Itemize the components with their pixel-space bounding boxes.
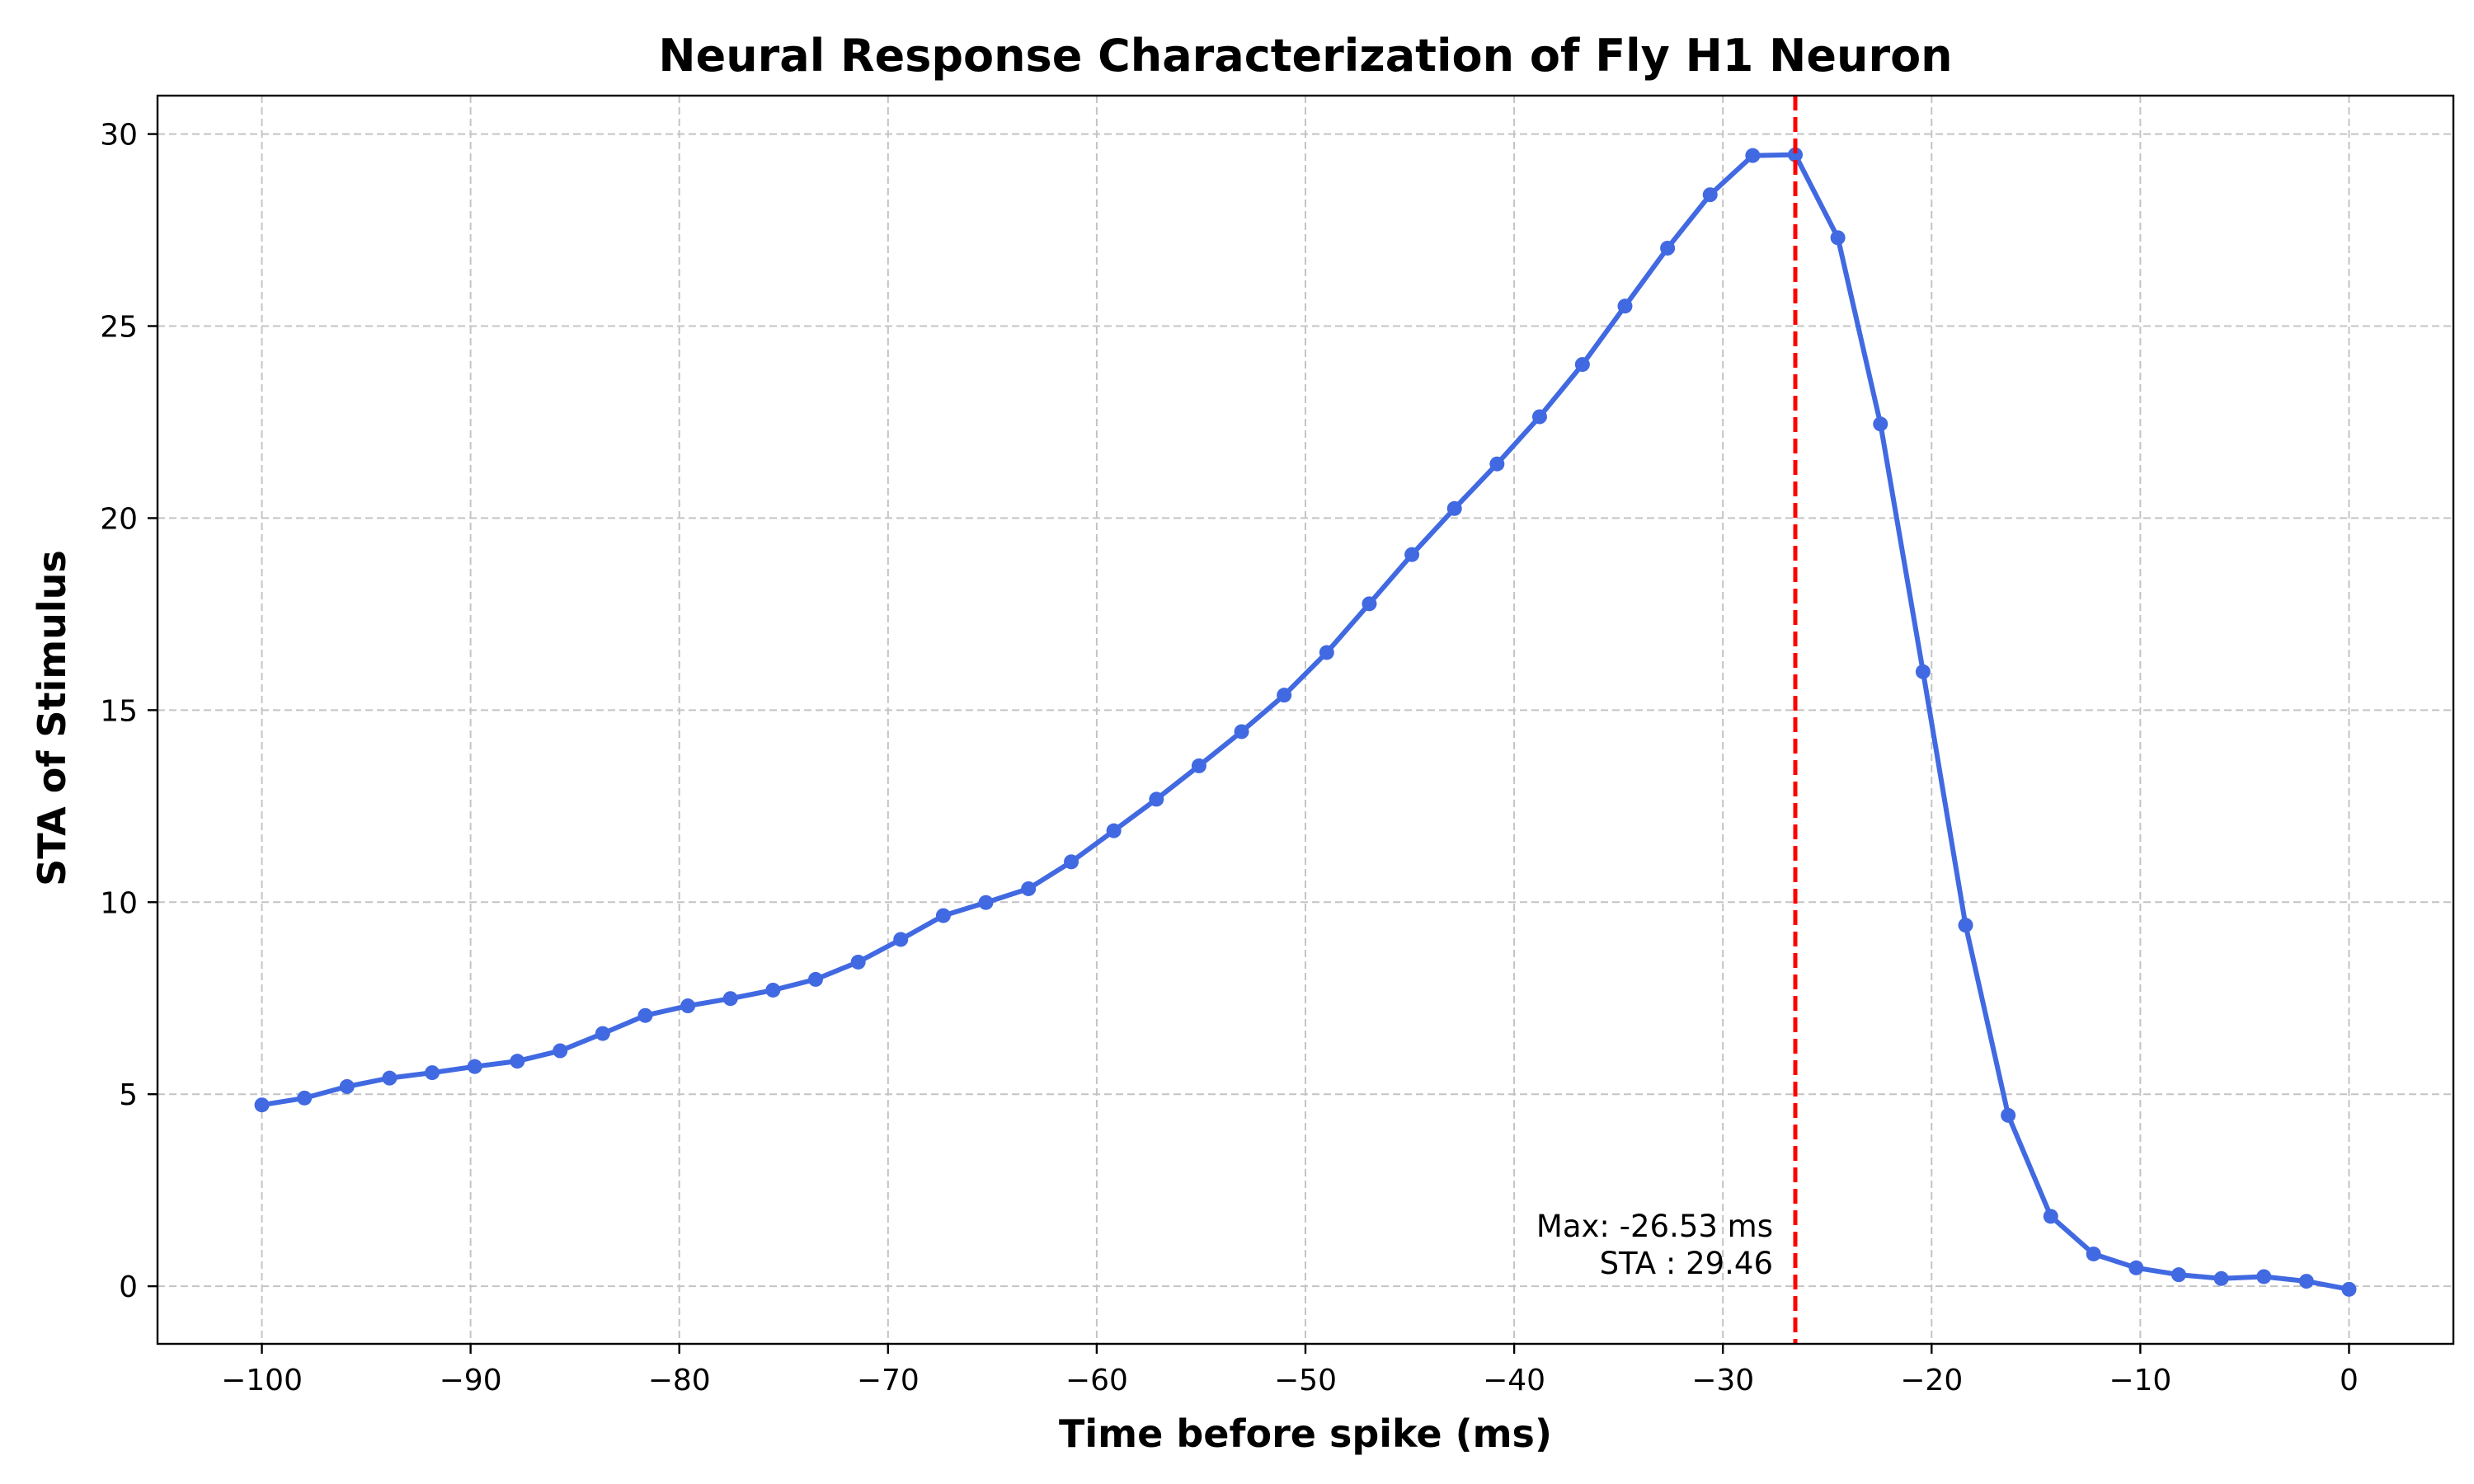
data-point xyxy=(1745,148,1761,163)
data-layer xyxy=(254,147,2357,1297)
x-tick-label: −70 xyxy=(857,1364,920,1397)
x-tick-label: −40 xyxy=(1483,1364,1545,1397)
data-point xyxy=(807,971,823,987)
data-point xyxy=(1958,918,1973,933)
data-point xyxy=(1574,357,1590,373)
data-point xyxy=(1404,547,1420,562)
x-tick-label: −90 xyxy=(440,1364,502,1397)
data-point xyxy=(1873,416,1888,432)
x-tick-label: −60 xyxy=(1065,1364,1128,1397)
data-point xyxy=(2341,1281,2357,1297)
data-point xyxy=(680,998,696,1014)
x-axis-label: Time before spike (ms) xyxy=(1059,1411,1552,1456)
data-point xyxy=(1277,688,1292,703)
x-tick-label: −20 xyxy=(1900,1364,1963,1397)
data-point xyxy=(2298,1274,2314,1289)
data-point xyxy=(2213,1270,2229,1286)
y-tick-label: 30 xyxy=(100,119,138,153)
data-point xyxy=(297,1090,313,1106)
max-annotation-text: STA : 29.46 xyxy=(1600,1246,1773,1281)
chart-title: Neural Response Characterization of Fly … xyxy=(658,30,1952,82)
y-tick-label: 0 xyxy=(119,1270,138,1304)
data-point xyxy=(850,954,866,970)
y-tick-label: 5 xyxy=(119,1078,138,1112)
data-point xyxy=(1788,147,1804,162)
data-point xyxy=(1021,881,1037,896)
x-tick-label: −30 xyxy=(1691,1364,1754,1397)
data-point xyxy=(1362,596,1377,612)
plot-frame xyxy=(156,94,2455,1345)
ticks-layer: −100 −90 −80 −70 −60 −50 −40 −30 −20 −10 005101520… xyxy=(100,119,2359,1397)
data-point xyxy=(2001,1107,2016,1123)
data-point xyxy=(893,932,909,947)
x-tick-label: −50 xyxy=(1274,1364,1337,1397)
data-point xyxy=(1915,664,1931,679)
data-point xyxy=(1234,724,1249,740)
x-tick-label: 0 xyxy=(2340,1364,2359,1397)
y-tick-label: 15 xyxy=(100,694,138,728)
data-point xyxy=(978,895,994,910)
data-point xyxy=(1660,240,1676,256)
max-annotation-text: Max: -26.53 ms xyxy=(1536,1209,1773,1244)
grid-layer xyxy=(158,96,2453,1344)
data-point xyxy=(1106,823,1122,838)
data-point xyxy=(510,1054,525,1069)
data-point xyxy=(382,1070,397,1086)
data-point xyxy=(1191,758,1206,773)
y-tick-label: 10 xyxy=(100,886,138,920)
data-point xyxy=(1149,791,1164,807)
data-point xyxy=(1617,298,1633,314)
data-point xyxy=(595,1026,610,1041)
data-point xyxy=(1489,456,1505,472)
data-point xyxy=(1702,187,1718,203)
data-point xyxy=(2043,1209,2058,1224)
data-point xyxy=(637,1007,653,1023)
y-axis-label: STA of Stimulus xyxy=(30,550,74,886)
data-point xyxy=(2086,1246,2101,1261)
data-point xyxy=(2171,1267,2186,1283)
data-point xyxy=(339,1078,355,1094)
data-point xyxy=(254,1097,270,1113)
x-tick-label: −80 xyxy=(648,1364,711,1397)
data-point xyxy=(1446,500,1462,516)
data-point xyxy=(1830,230,1846,246)
series-line xyxy=(259,152,2352,1292)
x-tick-label: −10 xyxy=(2109,1364,2171,1397)
data-point xyxy=(935,908,951,923)
data-point xyxy=(765,982,781,998)
y-tick-label: 25 xyxy=(100,311,138,345)
data-point xyxy=(2128,1260,2144,1275)
data-point xyxy=(1319,645,1334,660)
data-point xyxy=(467,1059,482,1074)
data-point xyxy=(722,991,738,1007)
data-point xyxy=(553,1043,568,1059)
x-tick-label: −100 xyxy=(221,1364,303,1397)
data-point xyxy=(1064,854,1079,870)
y-tick-label: 20 xyxy=(100,502,138,536)
data-point xyxy=(2256,1269,2272,1284)
data-point xyxy=(1531,409,1547,425)
data-point xyxy=(425,1065,440,1081)
